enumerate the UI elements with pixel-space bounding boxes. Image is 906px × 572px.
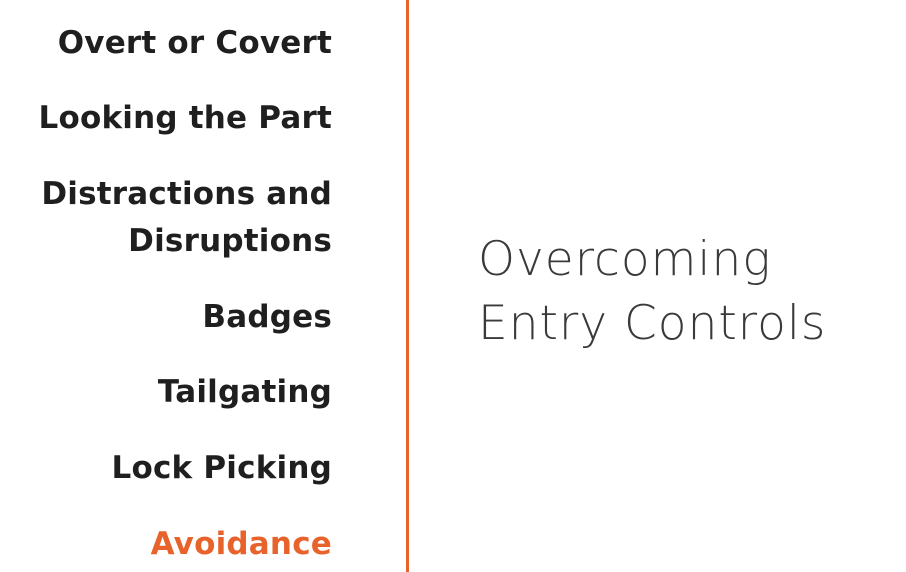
agenda-list: Overt or Covert Looking the Part Distrac… bbox=[0, 0, 332, 572]
section-title-line1: Overcoming bbox=[478, 232, 772, 287]
vertical-divider bbox=[406, 0, 409, 572]
agenda-item-looking-the-part: Looking the Part bbox=[38, 100, 332, 136]
agenda-item-lock-picking: Lock Picking bbox=[111, 450, 332, 486]
agenda-item-tailgating: Tailgating bbox=[157, 374, 332, 410]
agenda-item-distractions-line2: Disruptions bbox=[128, 223, 332, 259]
agenda-item-avoidance-active: Avoidance bbox=[150, 526, 332, 562]
agenda-item-distractions-line1: Distractions and bbox=[41, 176, 332, 212]
agenda-item-badges: Badges bbox=[202, 299, 332, 335]
section-title: Overcoming Entry Controls bbox=[478, 228, 826, 356]
section-title-line2: Entry Controls bbox=[478, 296, 827, 351]
agenda-item-overt-or-covert: Overt or Covert bbox=[57, 25, 332, 61]
